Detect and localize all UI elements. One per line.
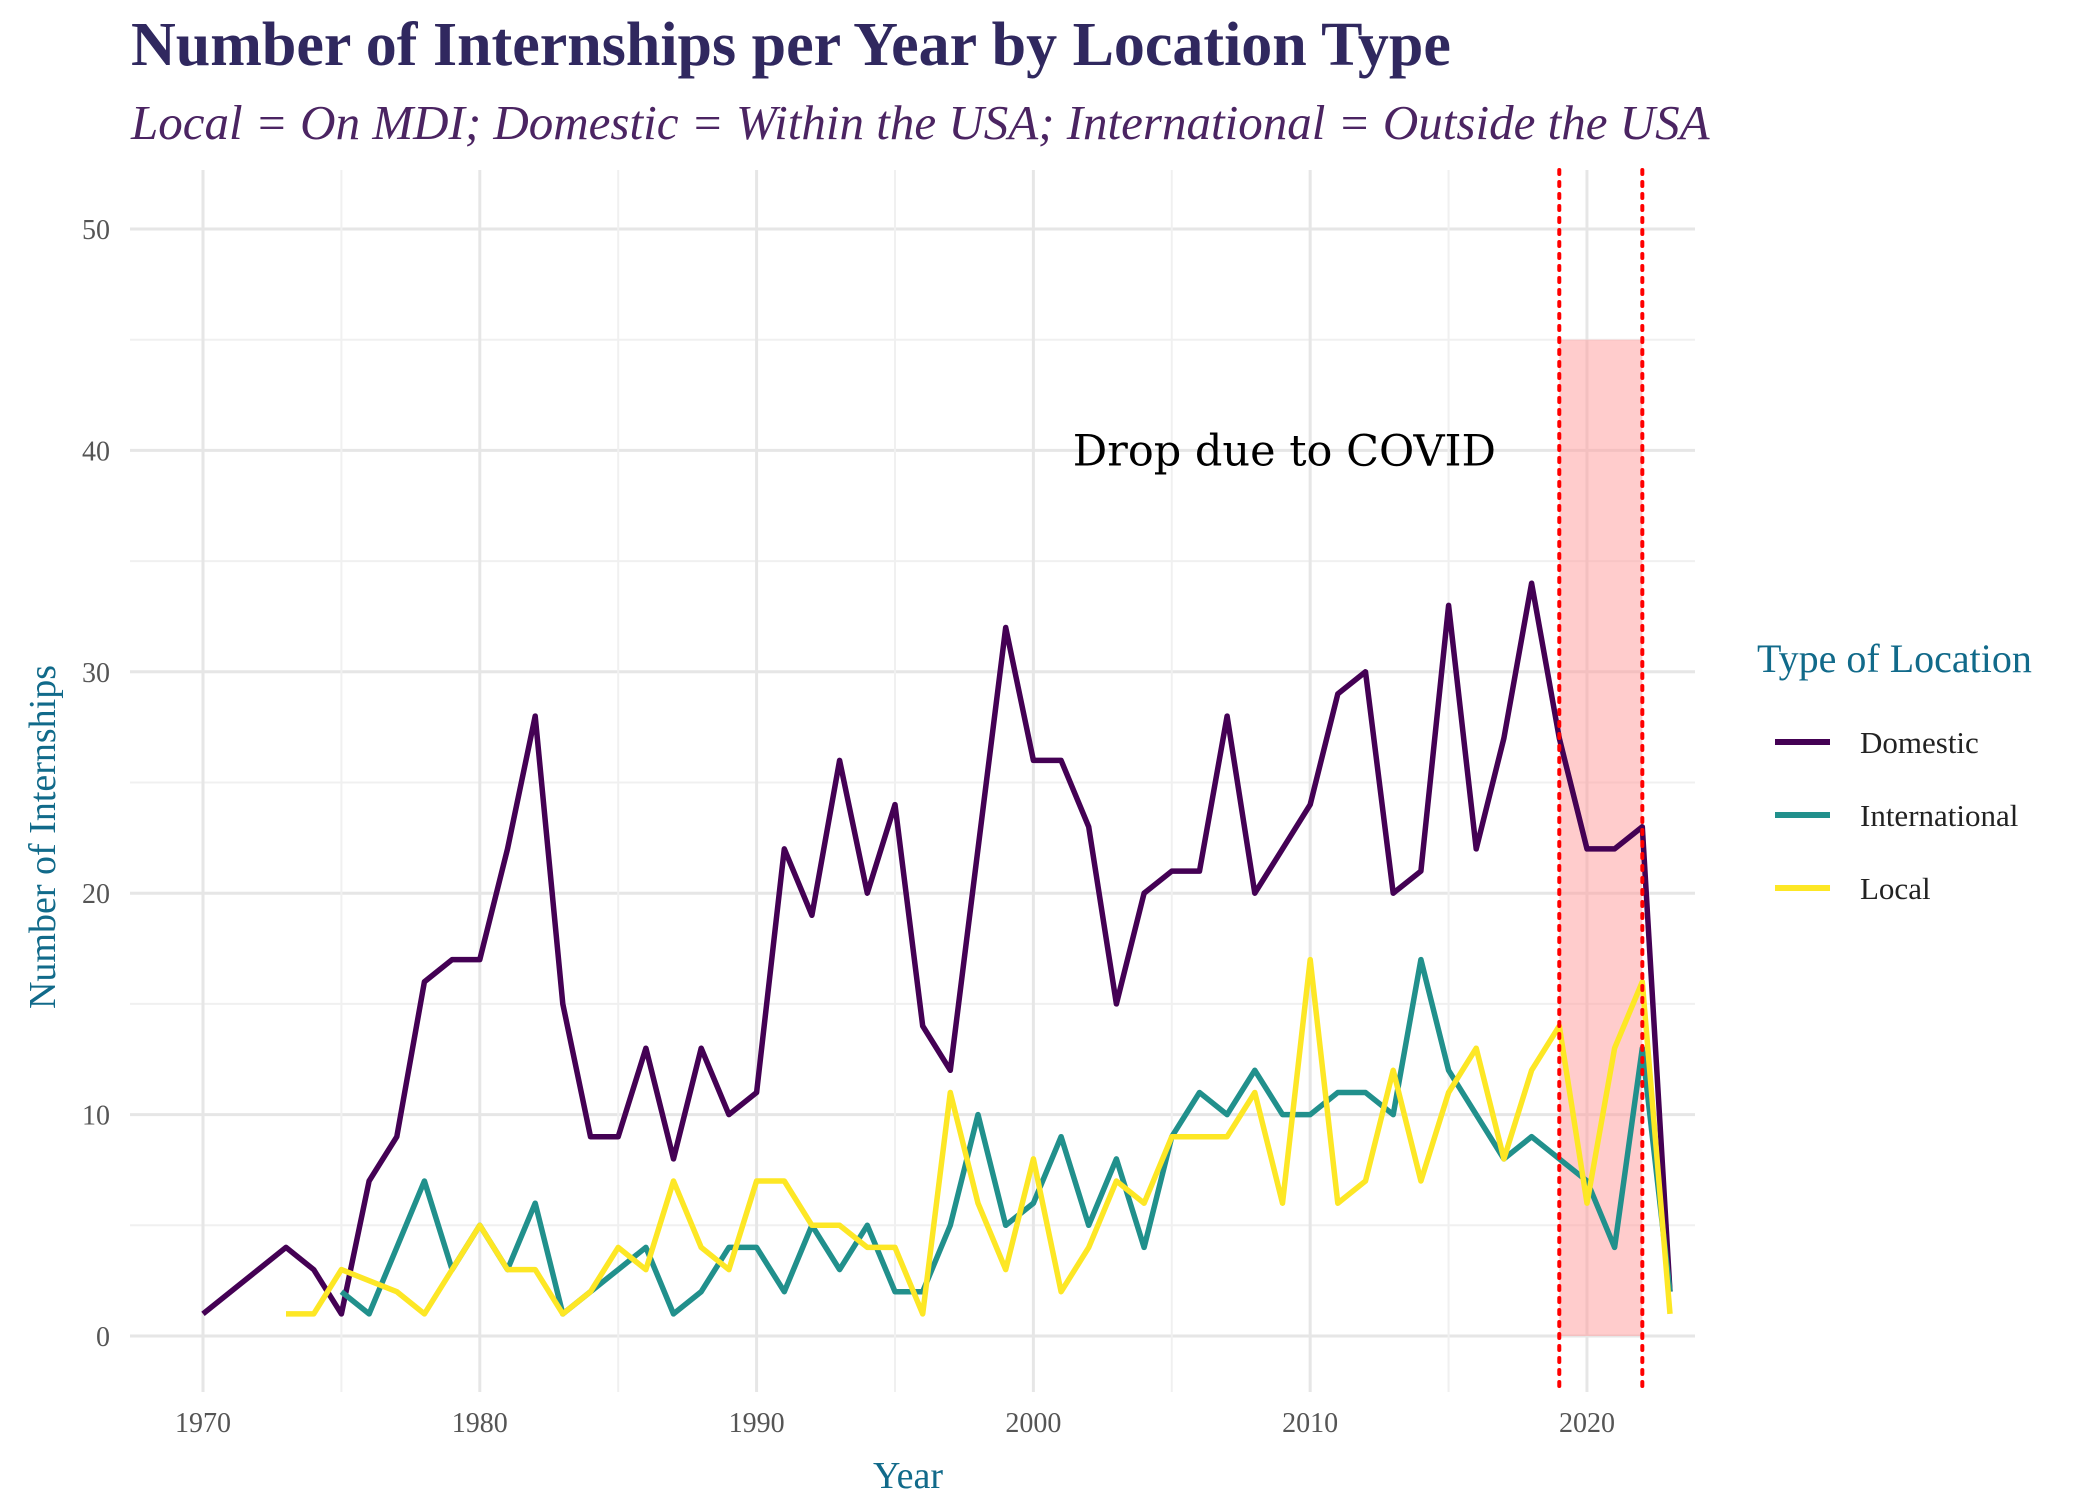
legend-label-international: International [1860,798,2018,833]
x-tick-label: 1970 [175,1408,231,1439]
x-tick-label: 2020 [1559,1408,1615,1439]
x-tick-label: 1980 [452,1408,508,1439]
y-tick-label: 40 [82,436,110,467]
legend-label-domestic: Domestic [1860,725,1979,760]
y-tick-label: 0 [96,1322,110,1353]
y-axis-title: Number of Internships [22,665,64,1009]
covid-reference-lines [1557,168,1645,1394]
axis-ticks: 0 10 20 30 40 50 1970 1980 1990 2000 2010 2020 [82,215,1615,1439]
series-line-domestic [201,580,1673,1317]
chart-title: Number of Internships per Year by Locati… [131,11,1451,79]
x-tick-label: 1990 [729,1408,785,1439]
y-tick-label: 30 [82,658,110,689]
legend-label-local: Local [1860,871,1931,906]
legend-title: Type of Location [1757,636,2032,681]
y-tick-label: 10 [82,1101,110,1132]
legend: Type of Location Domestic International Lo… [1757,636,2032,906]
covid-annotation: Drop due to COVID [1073,426,1496,476]
y-tick-label: 20 [82,879,110,910]
series-lines [201,580,1673,1317]
chart-subtitle: Local = On MDI; Domestic = Within the US… [131,95,1710,150]
x-axis-title: Year [873,1455,943,1497]
series-line-local [286,956,1673,1317]
x-tick-label: 2010 [1282,1408,1338,1439]
y-tick-label: 50 [82,215,110,246]
x-tick-label: 2000 [1005,1408,1061,1439]
